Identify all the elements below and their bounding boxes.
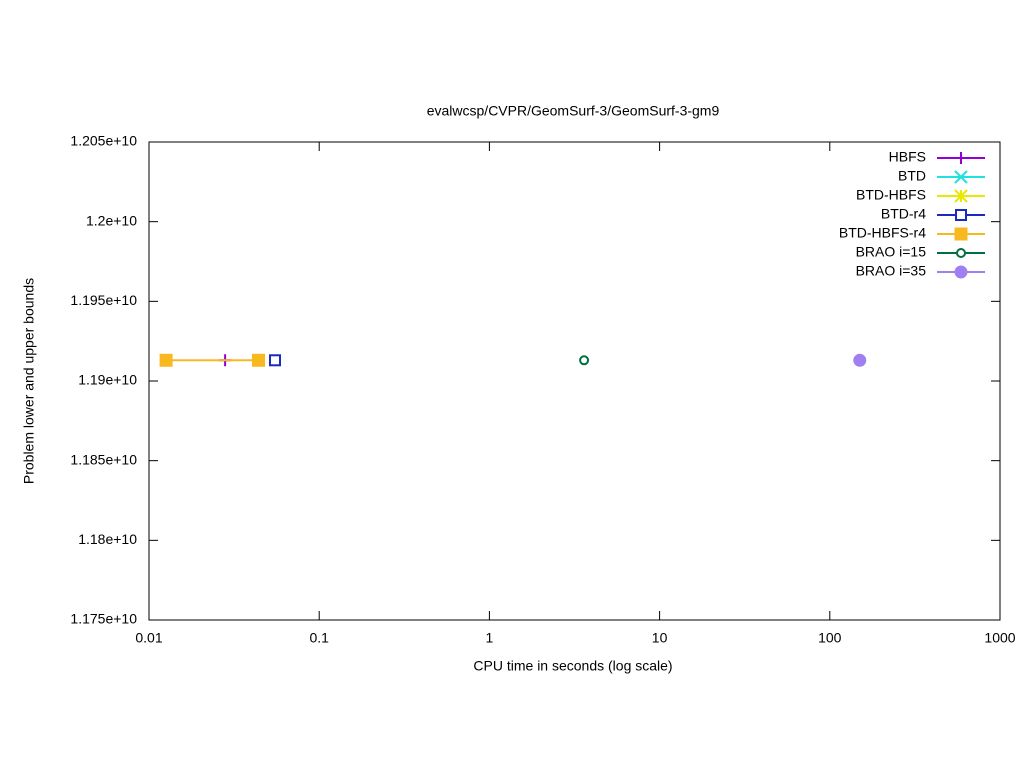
legend-label: BTD-HBFS	[856, 187, 926, 203]
legend-label: BTD-r4	[881, 206, 926, 222]
marker	[954, 227, 968, 241]
x-tick-label: 0.1	[309, 630, 329, 646]
legend-label: BTD	[898, 168, 926, 184]
marker	[955, 209, 967, 221]
y-tick-label: 1.175e+10	[70, 611, 137, 627]
marker	[956, 248, 966, 258]
y-tick-label: 1.205e+10	[70, 133, 137, 149]
legend-label: HBFS	[889, 149, 926, 165]
x-tick-label: 100	[818, 630, 842, 646]
x-tick-label: 0.01	[135, 630, 162, 646]
marker	[853, 353, 867, 367]
chart-title: evalwcsp/CVPR/GeomSurf-3/GeomSurf-3-gm9	[427, 103, 720, 119]
marker	[954, 170, 968, 184]
y-tick-label: 1.18e+10	[78, 531, 137, 547]
marker	[269, 354, 282, 367]
x-axis-label: CPU time in seconds (log scale)	[473, 658, 672, 674]
marker	[159, 353, 173, 367]
marker	[579, 355, 590, 366]
legend-label: BTD-HBFS-r4	[839, 225, 926, 241]
y-tick-label: 1.185e+10	[70, 451, 137, 467]
x-tick-label: 1000	[984, 630, 1015, 646]
y-axis-label: Problem lower and upper bounds	[21, 278, 37, 484]
legend-label: BRAO i=35	[856, 263, 927, 279]
plot-frame	[148, 141, 1001, 621]
x-tick-label: 10	[652, 630, 668, 646]
legend-label: BRAO i=15	[856, 244, 927, 260]
y-tick-label: 1.19e+10	[78, 372, 137, 388]
y-tick-label: 1.195e+10	[70, 292, 137, 308]
marker	[955, 152, 967, 164]
marker	[954, 265, 968, 279]
y-tick-label: 1.2e+10	[86, 212, 137, 228]
x-tick-label: 1	[486, 630, 494, 646]
marker	[954, 189, 968, 203]
marker	[252, 353, 266, 367]
